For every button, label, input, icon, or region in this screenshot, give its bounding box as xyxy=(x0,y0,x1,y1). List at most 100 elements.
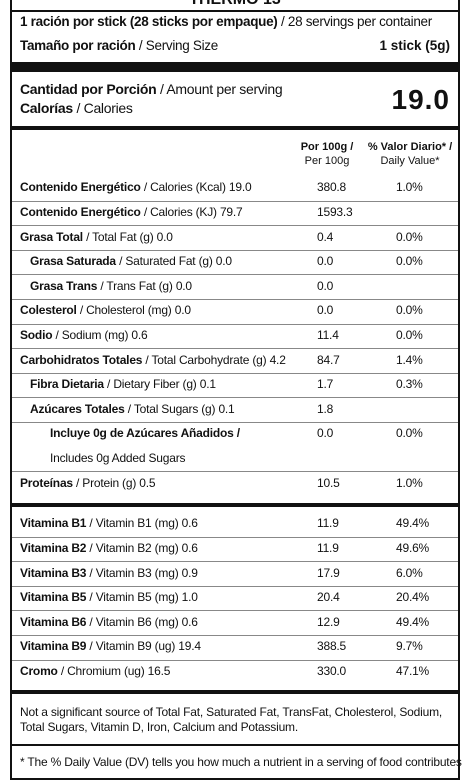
per100-value: 10.5 xyxy=(317,476,340,490)
rule xyxy=(12,744,458,746)
dv-value: 6.0% xyxy=(396,566,423,580)
row-label: Contenido Energético / Calories (KJ) 79.… xyxy=(20,205,243,219)
amount-en: / Amount per serving xyxy=(159,81,283,97)
row-label: Vitamina B3 / Vitamin B3 (mg) 0.9 xyxy=(20,566,198,580)
row-divider xyxy=(12,250,458,251)
dv-value: 20.4% xyxy=(396,590,430,604)
nutrient-en: / Vitamin B2 (mg) 0.6 xyxy=(89,541,198,555)
dv-value: 1.4% xyxy=(396,353,423,367)
dv-en: Daily Value* xyxy=(380,155,440,167)
row-label: Vitamina B9 / Vitamin B9 (ug) 19.4 xyxy=(20,639,201,653)
row-label: Carbohidratos Totales / Total Carbohydra… xyxy=(20,353,286,367)
servings: 1 ración por stick (28 sticks por empaqu… xyxy=(20,14,432,29)
nutrient-es: Carbohidratos Totales xyxy=(20,353,143,367)
dv-header: % Valor Diario* / Daily Value* xyxy=(362,140,458,168)
dv-value: 0.3% xyxy=(396,377,423,391)
row-label: Vitamina B6 / Vitamin B6 (mg) 0.6 xyxy=(20,615,198,629)
row-label: Vitamina B5 / Vitamin B5 (mg) 1.0 xyxy=(20,590,198,604)
nutrient-es: Grasa Saturada xyxy=(30,254,116,268)
nutrient-es: Colesterol xyxy=(20,303,77,317)
nutrient-es: Contenido Energético xyxy=(20,205,141,219)
nutrient-en: / Protein (g) 0.5 xyxy=(76,476,156,490)
nutrient-en: / Vitamin B9 (ug) 19.4 xyxy=(89,639,201,653)
nutrient-es: Incluye 0g de Azúcares Añadidos / xyxy=(50,426,240,440)
nutrient-es: Grasa Total xyxy=(20,230,83,244)
per100-value: 0.0 xyxy=(317,279,334,293)
dv-value: 0.0% xyxy=(396,303,423,317)
row-divider xyxy=(12,225,458,226)
per100-value: 0.0 xyxy=(317,254,334,268)
nutrient-es: Vitamina B9 xyxy=(20,639,87,653)
dv-value: 9.7% xyxy=(396,639,423,653)
dv-value: 1.0% xyxy=(396,180,423,194)
per100-en: Per 100g xyxy=(304,155,350,167)
dv-value: 49.4% xyxy=(396,615,430,629)
row-label: Proteínas / Protein (g) 0.5 xyxy=(20,476,156,490)
medium-rule xyxy=(12,126,458,130)
row-label: Contenido Energético / Calories (Kcal) 1… xyxy=(20,180,252,194)
row-label: Sodio / Sodium (mg) 0.6 xyxy=(20,328,148,342)
row-divider xyxy=(12,201,458,202)
calories-en: / Calories xyxy=(76,100,133,116)
per100-value: 11.9 xyxy=(317,541,339,555)
nutrient-es: Azúcares Totales xyxy=(30,402,125,416)
row-divider xyxy=(12,537,458,538)
medium-rule xyxy=(12,690,458,694)
page: THERMO 13 1 ración por stick (28 sticks … xyxy=(10,0,462,780)
nutrient-es: Contenido Energético xyxy=(20,180,141,194)
dv-value: 49.6% xyxy=(396,541,430,555)
per100-value: 380.8 xyxy=(317,180,347,194)
footnote: * The % Daily Value (DV) tells you how m… xyxy=(20,755,462,769)
serving-size: Tamaño por ración / Serving Size xyxy=(20,38,218,53)
nutrient-en: / Cholesterol (mg) 0.0 xyxy=(79,303,191,317)
row-divider xyxy=(12,397,458,398)
row-label: Colesterol / Cholesterol (mg) 0.0 xyxy=(20,303,191,317)
row-label: Fibra Dietaria / Dietary Fiber (g) 0.1 xyxy=(30,377,216,391)
nutrient-es: Vitamina B5 xyxy=(20,590,87,604)
nutrient-es: Grasa Trans xyxy=(30,279,98,293)
servings-en: / 28 servings per container xyxy=(280,14,432,29)
per100-value: 0.0 xyxy=(317,426,334,440)
per100-value: 330.0 xyxy=(317,664,347,678)
row-divider xyxy=(12,274,458,275)
row-divider xyxy=(12,660,458,661)
nutrient-es: Vitamina B1 xyxy=(20,516,87,530)
dv-value: 0.0% xyxy=(396,328,423,342)
nutrient-en: / Dietary Fiber (g) 0.1 xyxy=(107,377,216,391)
row-label: Grasa Saturada / Saturated Fat (g) 0.0 xyxy=(30,254,232,268)
nutrient-es: Proteínas xyxy=(20,476,73,490)
per100-value: 0.0 xyxy=(317,303,334,317)
row-label: Grasa Total / Total Fat (g) 0.0 xyxy=(20,230,173,244)
per100-value: 0.4 xyxy=(317,230,334,244)
nutrient-en: / Vitamin B6 (mg) 0.6 xyxy=(89,615,198,629)
nutrient-en: / Sodium (mg) 0.6 xyxy=(55,328,148,342)
dv-value: 1.0% xyxy=(396,476,423,490)
nutrient-en: / Calories (Kcal) 19.0 xyxy=(143,180,252,194)
dv-value: 0.0% xyxy=(396,426,423,440)
nutrient-en: Includes 0g Added Sugars xyxy=(50,451,186,465)
dv-value: 47.1% xyxy=(396,664,430,678)
row-divider xyxy=(12,324,458,325)
rule xyxy=(12,10,458,12)
per100-value: 12.9 xyxy=(317,615,340,629)
size-es: Tamaño por ración xyxy=(20,38,136,53)
nutrient-es: Fibra Dietaria xyxy=(30,377,104,391)
row-divider xyxy=(12,561,458,562)
nutrient-es: Cromo xyxy=(20,664,58,678)
row-divider xyxy=(12,471,458,472)
per100-value: 11.4 xyxy=(317,328,339,342)
per100-es: Por 100g / xyxy=(300,141,354,153)
row-divider xyxy=(12,348,458,349)
note: Not a significant source of Total Fat, S… xyxy=(20,705,442,734)
calories-value: 19.0 xyxy=(391,84,450,115)
row-divider xyxy=(12,635,458,636)
nutrient-es: Vitamina B2 xyxy=(20,541,87,555)
row-label: Vitamina B2 / Vitamin B2 (mg) 0.6 xyxy=(20,541,198,555)
calories-es: Calorías xyxy=(20,100,73,116)
per100-value: 84.7 xyxy=(317,353,340,367)
row-divider xyxy=(12,610,458,611)
dv-es: % Valor Diario* / xyxy=(367,141,453,153)
nutrient-es: Sodio xyxy=(20,328,53,342)
row-divider xyxy=(12,586,458,587)
per100-value: 11.9 xyxy=(317,516,339,530)
